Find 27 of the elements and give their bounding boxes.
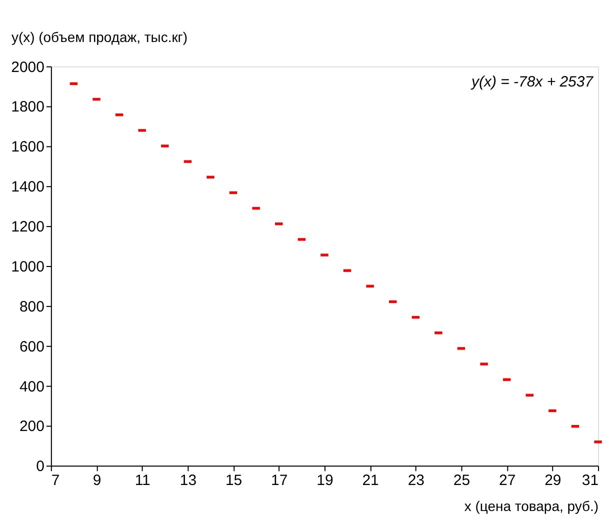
y-tick-label: 2000 <box>11 58 44 76</box>
y-tick-label: 0 <box>36 458 44 476</box>
x-tick-label: 7 <box>51 472 60 490</box>
x-tick-label: 23 <box>408 472 424 490</box>
x-tick-label: 27 <box>499 472 516 490</box>
x-tick-label: 11 <box>134 472 150 490</box>
x-tick-label: 31 <box>582 472 599 490</box>
x-tick-label: 17 <box>271 472 288 490</box>
y-tick-label: 600 <box>19 338 44 356</box>
x-tick-label: 25 <box>453 472 470 490</box>
y-tick-label: 1200 <box>11 218 44 236</box>
y-axis-title: y(x) (объем продаж, тыс.кг) <box>11 28 188 45</box>
x-axis-title: x (цена товара, руб.) <box>464 498 599 514</box>
y-tick-label: 1800 <box>11 98 44 116</box>
x-tick-label: 21 <box>362 472 379 490</box>
x-tick-label: 13 <box>180 472 197 490</box>
x-tick-label: 19 <box>316 472 334 490</box>
y-tick-label: 400 <box>19 378 44 396</box>
x-tick-label: 15 <box>225 472 242 490</box>
y-tick-label: 200 <box>19 418 44 436</box>
y-tick-label: 1600 <box>11 138 44 156</box>
x-tick-label: 29 <box>544 472 562 490</box>
x-tick-label: 9 <box>92 472 102 490</box>
y-tick-label: 1000 <box>11 258 44 276</box>
annotation: y(x) = -78x + 2537 <box>470 73 594 90</box>
y-tick-label: 1400 <box>11 178 44 196</box>
y-tick-label: 800 <box>19 298 44 316</box>
